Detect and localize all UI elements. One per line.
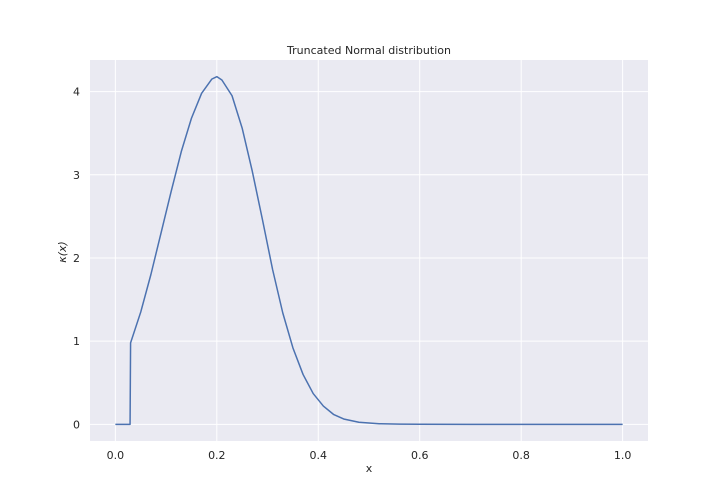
y-axis-label: κ(x) <box>56 241 69 263</box>
plot-background <box>90 60 648 441</box>
y-tick-label: 1 <box>73 335 80 348</box>
x-axis-label: x <box>366 462 373 475</box>
chart-title: Truncated Normal distribution <box>286 44 451 57</box>
y-tick-label: 2 <box>73 252 80 265</box>
tick-labels: 0.0 0.2 0.4 0.6 0.8 1.0 0 1 2 3 4 <box>73 86 631 462</box>
y-tick-label: 4 <box>73 86 80 99</box>
x-tick-label: 1.0 <box>614 449 632 462</box>
series-layer <box>115 75 623 426</box>
x-tick-label: 0.4 <box>310 449 328 462</box>
y-tick-label: 0 <box>73 418 80 431</box>
y-tick-label: 3 <box>73 169 80 182</box>
x-tick-label: 0.6 <box>411 449 429 462</box>
grid <box>90 60 648 441</box>
x-tick-label: 0.8 <box>512 449 530 462</box>
x-tick-label: 0.0 <box>107 449 125 462</box>
series-line <box>115 75 623 426</box>
x-tick-label: 0.2 <box>208 449 226 462</box>
